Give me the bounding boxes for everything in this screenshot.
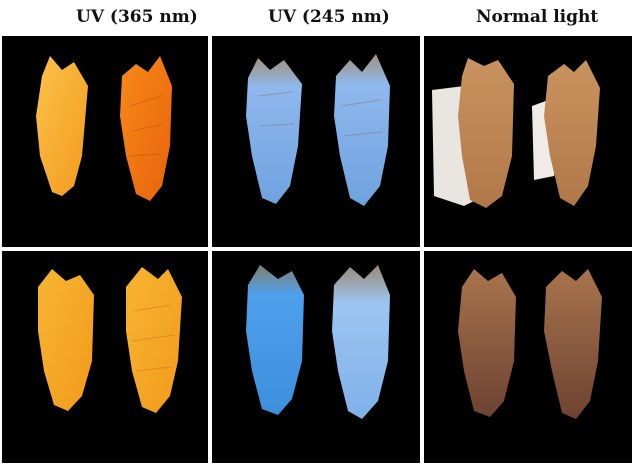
tooth-left — [246, 265, 304, 415]
tooth-left — [246, 58, 302, 204]
photo-normal-row1 — [424, 36, 632, 247]
photo-uv365-row1 — [2, 36, 208, 247]
tooth-right — [120, 56, 172, 201]
tooth-right — [544, 269, 602, 419]
column-header-uv365: UV (365 nm) — [76, 7, 198, 27]
column-header-normal-light: Normal light — [476, 7, 599, 27]
tooth-left — [458, 269, 516, 417]
photo-uv245-row1 — [212, 36, 420, 247]
photo-normal-row2 — [424, 251, 632, 463]
tooth-left — [458, 58, 514, 208]
tooth-left — [38, 269, 94, 411]
column-header-uv245: UV (245 nm) — [268, 7, 390, 27]
tooth-left — [36, 56, 88, 196]
tooth-right — [332, 265, 390, 419]
photo-uv365-row2 — [2, 251, 208, 463]
tooth-right — [126, 267, 182, 413]
photo-uv245-row2 — [212, 251, 420, 463]
tooth-right — [334, 54, 390, 206]
tooth-right — [544, 60, 600, 206]
